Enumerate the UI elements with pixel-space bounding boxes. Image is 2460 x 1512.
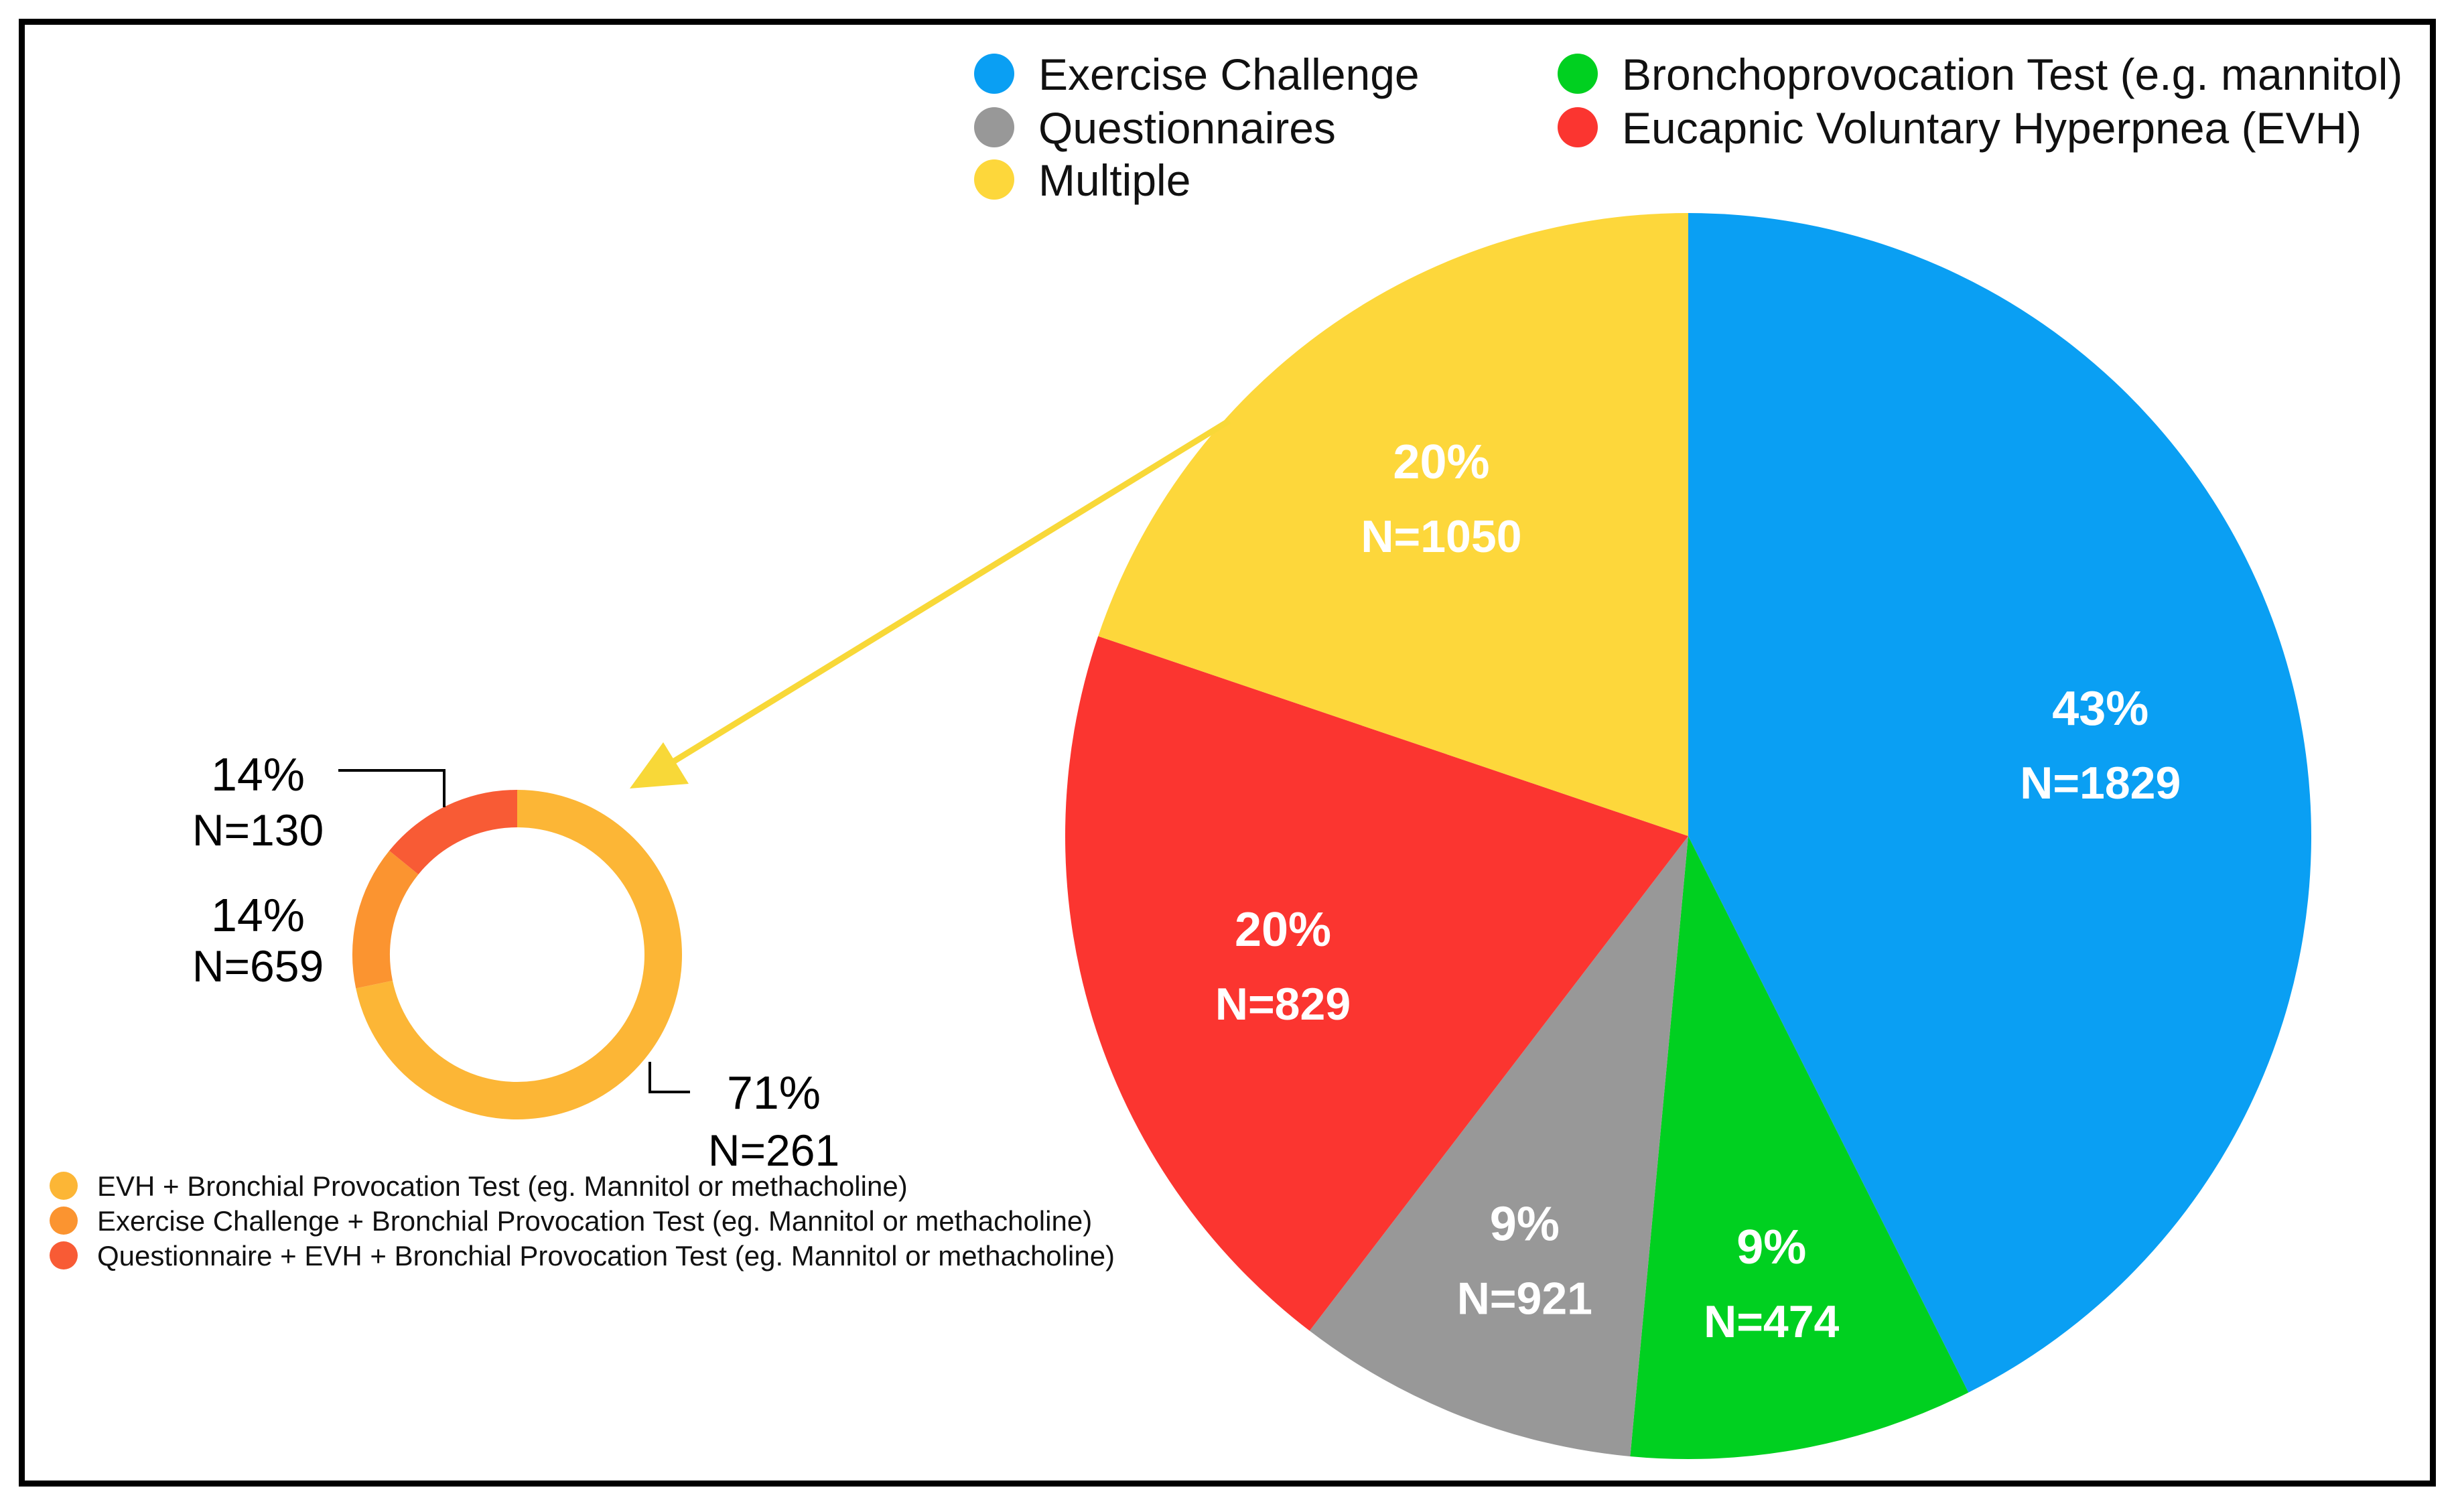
arrow-head	[630, 742, 689, 788]
main-pie-chart	[1065, 213, 2311, 1459]
legend-marker	[50, 1207, 78, 1235]
callout-line	[338, 769, 446, 807]
slice-count-label: N=1050	[1361, 511, 1521, 562]
legend-label: Bronchoprovocation Test (e.g. mannitol)	[1622, 50, 2402, 99]
slice-count-label: N=921	[1457, 1273, 1592, 1324]
legend-label: Questionnaires	[1038, 103, 1336, 153]
donut-segment-2	[389, 790, 518, 875]
donut-segment-0	[356, 790, 682, 1119]
legend-marker	[1558, 107, 1598, 147]
legend-label: Multiple	[1038, 155, 1190, 205]
multiple-breakdown-donut	[352, 790, 682, 1119]
donut-count-label: N=659	[192, 941, 324, 991]
slice-percent-label: 20%	[1393, 435, 1489, 489]
legend-marker	[50, 1172, 78, 1200]
pie-slice-3	[1065, 636, 1688, 1331]
zoom-arrow	[630, 418, 1231, 788]
slice-count-label: N=474	[1704, 1296, 1839, 1347]
legend-marker	[1558, 54, 1598, 94]
pie-slice-4	[1098, 213, 1688, 836]
legend-label: Eucapnic Voluntary Hyperpnea (EVH)	[1622, 103, 2362, 153]
donut-count-label: N=130	[192, 805, 324, 855]
legend-marker	[974, 54, 1014, 94]
legend-marker	[974, 107, 1014, 147]
slice-percent-label: 9%	[1736, 1221, 1806, 1274]
donut-percent-label: 71%	[727, 1067, 821, 1119]
slice-percent-label: 20%	[1235, 903, 1331, 957]
donut-percent-label: 14%	[211, 748, 305, 801]
donut-count-label: N=261	[708, 1125, 839, 1175]
donut-segment-1	[352, 850, 419, 989]
slice-percent-label: 9%	[1490, 1197, 1560, 1251]
pie-slice-2	[1309, 836, 1688, 1456]
slice-count-label: N=1829	[2020, 758, 2181, 809]
legend-label: EVH + Bronchial Provocation Test (eg. Ma…	[97, 1170, 908, 1202]
main-legend: Exercise ChallengeQuestionnairesMultiple…	[974, 50, 2402, 205]
figure-border	[19, 19, 2436, 1487]
donut-percent-label: 14%	[211, 889, 305, 941]
main-pie-labels: 43% N=1829 9% N=474 9% N=921 20% N=829 20% N=1050	[1215, 435, 2181, 1347]
legend-marker	[50, 1241, 78, 1269]
pie-slice-1	[1630, 836, 1969, 1459]
slice-percent-label: 43%	[2052, 682, 2148, 736]
legend-label: Exercise Challenge	[1038, 50, 1420, 99]
legend-label: Questionnaire + EVH + Bronchial Provocat…	[97, 1240, 1115, 1272]
slice-count-label: N=829	[1215, 979, 1351, 1030]
donut-legend: EVH + Bronchial Provocation Test (eg. Ma…	[50, 1170, 1115, 1272]
pie-slice-0	[1688, 213, 2311, 1393]
legend-marker	[974, 159, 1014, 200]
legend-label: Exercise Challenge + Bronchial Provocati…	[97, 1205, 1092, 1237]
arrow-line	[668, 418, 1231, 766]
callout-line	[648, 1062, 690, 1093]
